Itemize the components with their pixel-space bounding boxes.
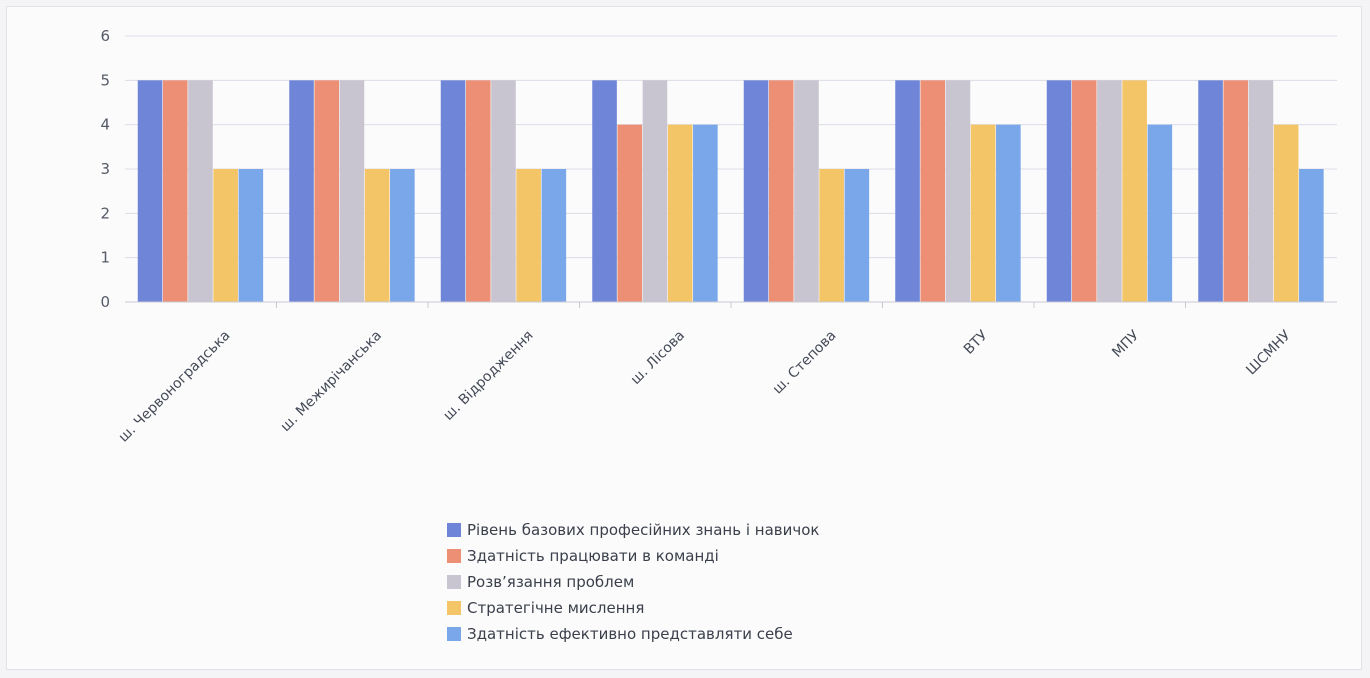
bar <box>188 80 213 302</box>
bar <box>1248 80 1274 302</box>
bar <box>440 80 466 302</box>
bar <box>996 124 1021 303</box>
x-tick-label: ШСМНУ <box>1243 327 1294 378</box>
bars <box>137 80 1324 303</box>
bar <box>819 169 844 302</box>
bar <box>339 80 365 302</box>
y-tick-label: 4 <box>100 116 110 134</box>
bar <box>238 169 264 302</box>
x-tick-label: ш. Відродження <box>440 328 536 424</box>
y-tick-label: 6 <box>100 27 110 45</box>
legend-item: Здатність ефективно представляти себе <box>447 621 819 647</box>
legend-label: Стратегічне мислення <box>467 599 645 617</box>
bar <box>213 169 238 302</box>
legend-item: Розв’язання проблем <box>447 569 819 595</box>
bar <box>1223 80 1249 302</box>
bar <box>1071 80 1097 302</box>
bar <box>1273 124 1299 303</box>
legend-swatch <box>447 601 461 615</box>
legend-swatch <box>447 575 461 589</box>
bar <box>667 124 693 303</box>
bar <box>289 80 314 302</box>
bar <box>314 80 340 302</box>
legend-label: Здатність працювати в команді <box>467 547 719 565</box>
bar <box>390 169 415 302</box>
legend-item: Рівень базових професійних знань і навич… <box>447 517 819 543</box>
legend-label: Рівень базових професійних знань і навич… <box>467 521 820 539</box>
x-tick-label: МПУ <box>1109 327 1143 361</box>
bar <box>516 169 541 302</box>
legend-label: Розв’язання проблем <box>467 573 635 591</box>
bar <box>920 80 946 302</box>
y-tick-label: 3 <box>100 160 110 178</box>
y-tick-label: 5 <box>100 71 110 89</box>
y-tick-label: 1 <box>100 249 110 267</box>
bar <box>1299 169 1324 302</box>
legend-swatch <box>447 627 461 641</box>
x-tick-label: ВТУ <box>961 327 992 358</box>
bar <box>768 80 794 302</box>
bar <box>1046 80 1072 302</box>
bar <box>491 80 516 302</box>
bar <box>592 80 617 302</box>
bar <box>1097 80 1122 302</box>
legend: Рівень базових професійних знань і навич… <box>447 517 819 647</box>
chart-frame: 0 1 2 3 4 5 6 ш. Червоноградська ш. Межирічанськ… <box>6 6 1362 670</box>
x-tick-label: ш. Червоноградська <box>116 328 234 446</box>
x-tick-label: ш. Лісова <box>628 328 688 388</box>
bar <box>1198 80 1223 302</box>
y-tick-label: 2 <box>100 204 110 222</box>
bar <box>945 80 971 302</box>
bar <box>541 169 567 302</box>
bar <box>642 80 668 302</box>
bar <box>743 80 769 302</box>
bar <box>1122 80 1147 302</box>
legend-item: Здатність працювати в команді <box>447 543 819 569</box>
x-tick-label: ш. Степова <box>770 328 840 398</box>
legend-swatch <box>447 523 461 537</box>
bar <box>844 169 870 302</box>
x-tick-label: ш. Межирічанська <box>278 328 385 435</box>
bar <box>364 169 390 302</box>
bar <box>1147 124 1173 303</box>
bar <box>794 80 819 302</box>
y-tick-label: 0 <box>100 293 110 311</box>
bar <box>162 80 188 302</box>
bar-chart: 0 1 2 3 4 5 6 ш. Червоноградська ш. Межирічанськ… <box>100 27 1337 446</box>
bar <box>895 80 920 302</box>
legend-label: Здатність ефективно представляти себе <box>467 625 793 643</box>
legend-swatch <box>447 549 461 563</box>
bar <box>465 80 491 302</box>
bar <box>693 124 718 303</box>
bar <box>970 124 996 303</box>
bar <box>617 124 643 303</box>
bar <box>137 80 163 302</box>
legend-item: Стратегічне мислення <box>447 595 819 621</box>
